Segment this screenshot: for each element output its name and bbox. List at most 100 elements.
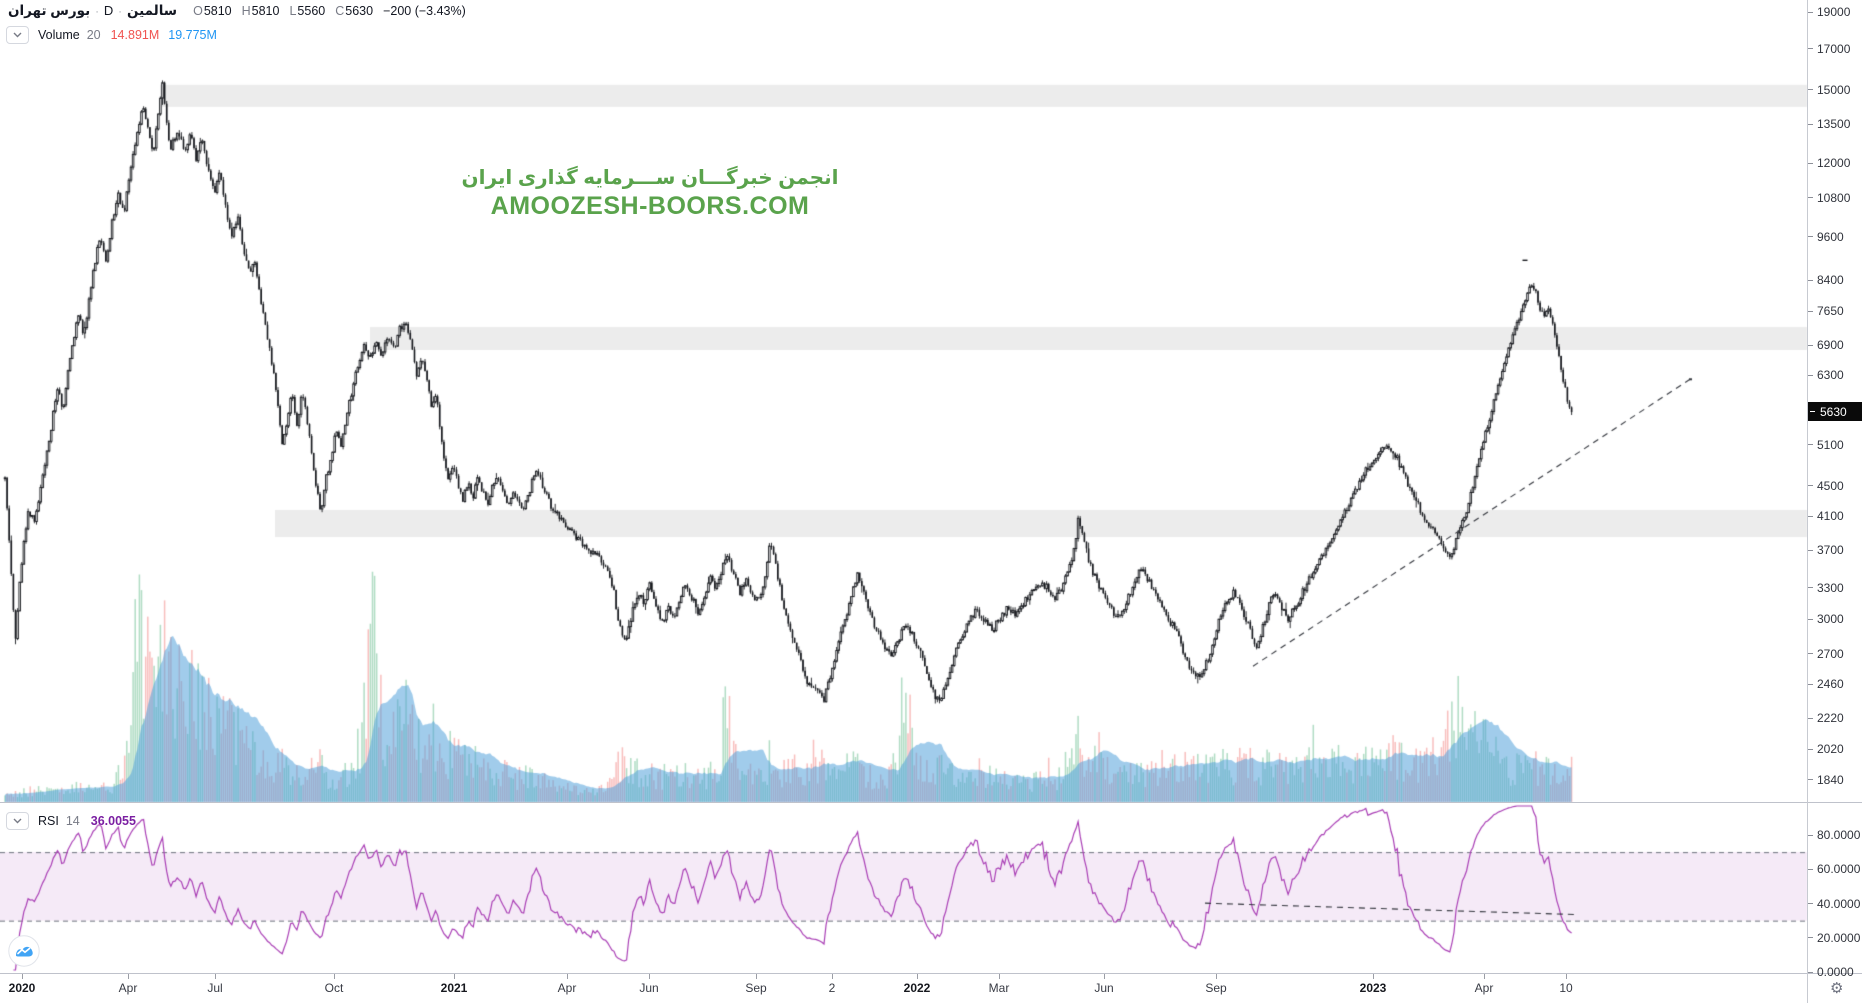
time-tick-label: Apr xyxy=(1474,981,1494,995)
chart-canvas[interactable] xyxy=(0,0,1808,973)
time-axis-tick xyxy=(22,974,23,979)
price-tick-label: 60.0000 xyxy=(1817,862,1861,877)
price-axis-tick xyxy=(1808,374,1813,376)
time-axis-tick xyxy=(215,974,216,979)
price-axis-border xyxy=(1807,0,1808,1003)
separator-dot: · xyxy=(118,6,122,18)
price-axis-tick xyxy=(1808,515,1813,517)
price-axis-tick xyxy=(1808,11,1813,13)
time-axis-tick xyxy=(1216,974,1217,979)
time-axis[interactable]: 2020 Apr Jul Oct 2021 Apr Jun Sep 2 2022 Mar Jun Sep… xyxy=(0,974,1807,1003)
price-tick-label: 6300 xyxy=(1817,368,1844,383)
volume-value-down: 14.891M xyxy=(110,28,160,42)
time-tick-label: Jul xyxy=(207,981,223,995)
time-tick-label: 2023 xyxy=(1359,981,1387,995)
price-tick-label: 20.0000 xyxy=(1817,930,1861,945)
price-tick-label: 2220 xyxy=(1817,711,1844,726)
price-tick-label: 6900 xyxy=(1817,338,1844,353)
time-tick-label: 2022 xyxy=(903,981,931,995)
time-axis-border xyxy=(0,973,1862,974)
time-axis-tick xyxy=(1484,974,1485,979)
price-axis-tick xyxy=(1808,310,1813,312)
price-axis-tick xyxy=(1808,162,1813,164)
price-tick-label: 12000 xyxy=(1817,156,1851,171)
time-tick-label: Sep xyxy=(745,981,767,995)
time-tick-label: 2020 xyxy=(8,981,36,995)
price-axis-tick xyxy=(1808,123,1813,125)
price-axis-tick xyxy=(1808,903,1813,904)
price-axis-tick xyxy=(1808,587,1813,589)
symbol-legend[interactable]: سالمین · D · بورس تهران O5810 H5810 L5560 C5… xyxy=(8,3,466,19)
rsi-collapse-button[interactable] xyxy=(6,812,29,830)
price-axis-tick xyxy=(1808,937,1813,939)
low-value: L5560 xyxy=(289,4,326,18)
time-axis-tick xyxy=(756,974,757,979)
price-tick-label: 4500 xyxy=(1817,478,1844,493)
time-axis-tick xyxy=(649,974,650,979)
symbol-title: سالمین · D · بورس تهران xyxy=(8,3,177,19)
price-tick-label: 3000 xyxy=(1817,612,1844,627)
volume-collapse-button[interactable] xyxy=(6,26,29,44)
price-tick-label: 80.0000 xyxy=(1817,828,1861,842)
time-tick-label: Apr xyxy=(118,981,138,995)
price-tick-label: 5100 xyxy=(1817,437,1844,452)
time-axis-tick xyxy=(917,974,918,979)
price-axis-tick xyxy=(1808,868,1813,870)
price-tick-label: 13500 xyxy=(1817,117,1851,132)
time-tick-label: 10 xyxy=(1559,981,1573,995)
price-tick-label: 1840 xyxy=(1817,772,1844,787)
rsi-value: 36.0055 xyxy=(90,814,136,828)
time-axis-tick xyxy=(1104,974,1105,979)
price-axis-tick xyxy=(1808,834,1813,836)
price-axis-tick xyxy=(1808,779,1813,781)
price-axis-tick xyxy=(1808,748,1813,750)
price-tick-label: 3700 xyxy=(1817,543,1844,558)
price-axis-tick xyxy=(1808,279,1813,281)
price-tick-label: 40.0000 xyxy=(1817,896,1861,911)
watermark-line2: AMOOZESH-BOORS.COM xyxy=(490,192,810,220)
watermark: انجمن خبرگـــان ســـرمایه گذاری ایران AM… xyxy=(440,166,860,222)
price-axis-tick xyxy=(1808,683,1813,685)
chevron-down-icon xyxy=(13,32,22,38)
volume-title: Volume xyxy=(38,28,80,42)
time-tick-label: Jun xyxy=(1094,981,1114,995)
volume-legend[interactable]: Volume 20 14.891M 19.775M xyxy=(6,26,217,44)
change-value: −200 (−3.43%) xyxy=(383,4,466,18)
price-tick-label: 17000 xyxy=(1817,41,1851,56)
axis-settings-gear-icon[interactable]: ⚙ xyxy=(1830,980,1844,997)
price-tick-label: 4100 xyxy=(1817,509,1844,524)
price-axis[interactable]: 19000 17000 15000 13500 12000 10800 9600 8400 76… xyxy=(1808,0,1862,979)
price-axis-tick xyxy=(1808,618,1813,620)
price-axis-tick xyxy=(1808,653,1813,655)
price-tick-label: 3300 xyxy=(1817,580,1844,595)
time-axis-tick xyxy=(1566,974,1567,979)
price-tick-label: 8400 xyxy=(1817,273,1844,288)
last-price-label: 5630 xyxy=(1808,402,1862,421)
rsi-legend[interactable]: RSI 14 36.0055 xyxy=(6,812,136,830)
price-axis-tick xyxy=(1808,197,1813,199)
ohlc-values: O5810 H5810 L5560 C5630 −200 (−3.43%) xyxy=(193,4,466,18)
price-chip-tick xyxy=(1810,411,1815,412)
open-value: O5810 xyxy=(193,4,232,18)
time-axis-tick xyxy=(567,974,568,979)
price-axis-tick xyxy=(1808,236,1813,238)
chevron-down-icon xyxy=(13,818,22,824)
rsi-title: RSI xyxy=(38,814,59,828)
price-tick-label: 7650 xyxy=(1817,304,1844,319)
watermark-logo[interactable] xyxy=(8,935,40,972)
price-axis-tick xyxy=(1808,717,1813,719)
time-axis-tick xyxy=(832,974,833,979)
price-tick-label: 2460 xyxy=(1817,677,1844,692)
time-tick-label: 2021 xyxy=(440,981,468,995)
price-axis-tick xyxy=(1808,48,1813,50)
pane-separator[interactable] xyxy=(0,802,1862,803)
time-tick-label: 2 xyxy=(828,981,836,995)
time-tick-label: Sep xyxy=(1205,981,1227,995)
price-tick-label: 19000 xyxy=(1817,5,1851,19)
timeframe-label[interactable]: D xyxy=(103,3,114,18)
price-axis-tick xyxy=(1808,549,1813,551)
time-axis-tick xyxy=(334,974,335,979)
volume-ma-value: 19.775M xyxy=(168,28,217,42)
time-axis-tick xyxy=(999,974,1000,979)
exchange-name: بورس تهران xyxy=(8,3,91,18)
